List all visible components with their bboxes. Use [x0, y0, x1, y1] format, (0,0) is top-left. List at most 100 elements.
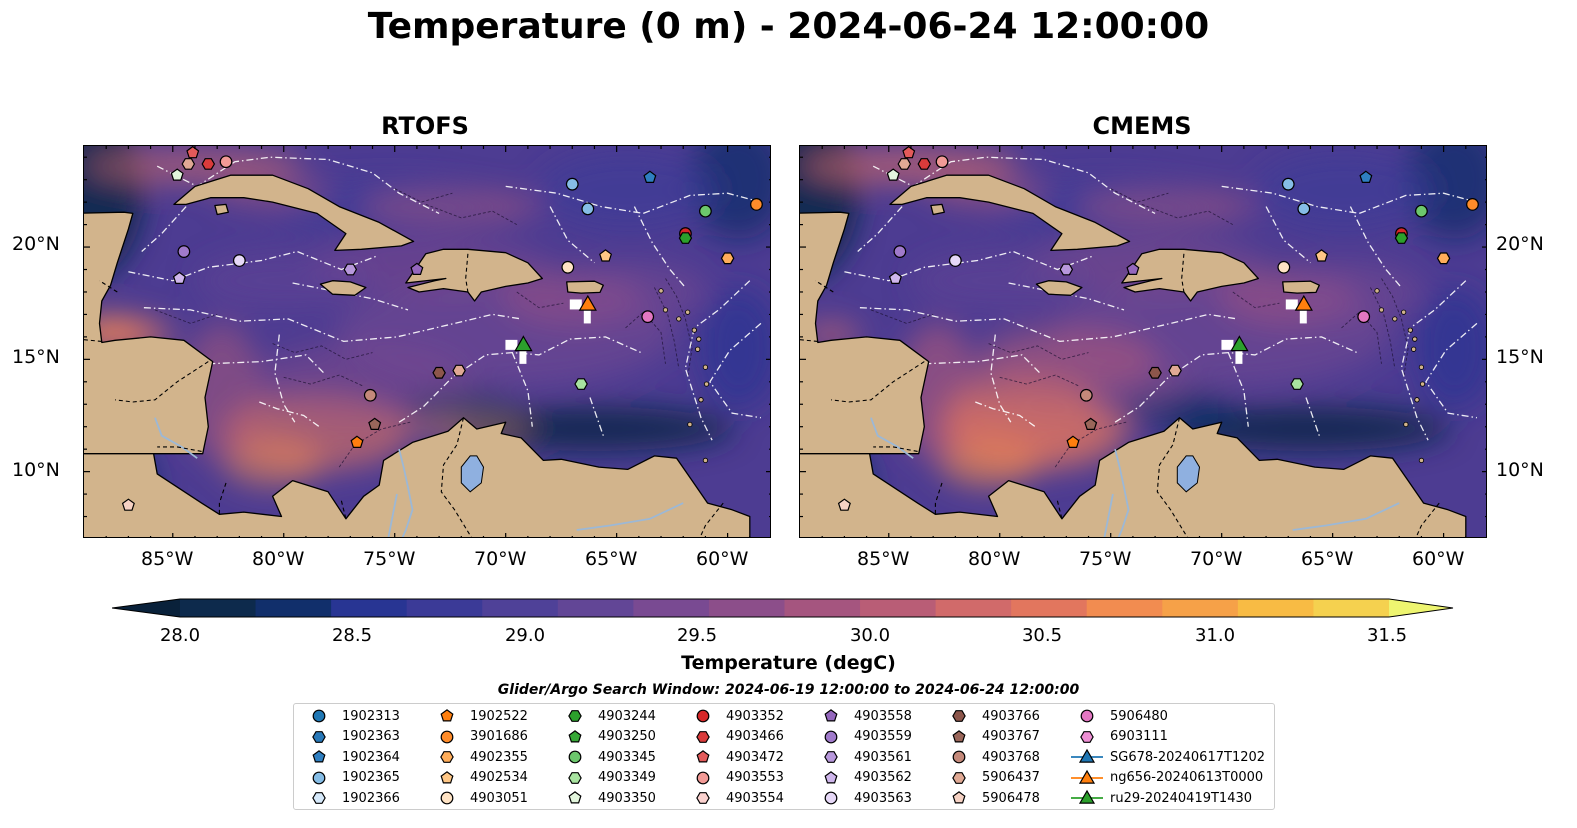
- colorbar-segment: [1086, 599, 1163, 617]
- argo-float-4903466: [917, 158, 932, 170]
- legend-marker-icon: [568, 710, 582, 722]
- lon-tick-label: 85°W: [141, 548, 194, 570]
- argo-float-1902365: [1297, 202, 1311, 216]
- argo-float-4903244: [1394, 232, 1409, 244]
- argo-floats: [121, 146, 763, 511]
- lon-tick-label: 75°W: [1079, 548, 1132, 570]
- argo-float-4903562: [172, 271, 186, 284]
- legend-label: 5906437: [982, 770, 1040, 786]
- panel-title-cmems: CMEMS: [1092, 112, 1192, 140]
- legend-item: 4903767: [942, 727, 1040, 747]
- legend-float-marker: [824, 751, 838, 764]
- lake-maracaibo: [1176, 455, 1201, 493]
- legend-item: 5906437: [942, 768, 1040, 788]
- legend-marker-icon: [440, 770, 454, 784]
- legend-label: 4902534: [470, 770, 528, 786]
- glider-track: [1221, 339, 1234, 350]
- glider-track: [519, 349, 527, 364]
- legend-float-marker: [568, 710, 582, 722]
- legend-marker-icon: [952, 750, 966, 764]
- colorbar-tick-label: 30.5: [1021, 625, 1063, 646]
- legend-marker-icon: [1071, 769, 1103, 784]
- colorbar-tick-label: 30.0: [849, 625, 891, 646]
- legend: 1902313 1902363 1902364 1902365 1902366 19025…: [293, 703, 1275, 810]
- land-central-america: [84, 211, 214, 455]
- lon-tick-label: 85°W: [857, 548, 910, 570]
- legend-float-marker: [696, 771, 710, 785]
- lon-tick-label: 70°W: [1190, 548, 1243, 570]
- lon-tick-label: 65°W: [1301, 548, 1354, 570]
- colorbar-segment: [633, 599, 710, 617]
- legend-float-marker: [1080, 730, 1094, 743]
- legend-marker-icon: [1071, 790, 1103, 805]
- legend-float-marker: [440, 751, 454, 764]
- legend-marker-icon: [568, 791, 582, 804]
- legend-float-marker: [568, 791, 582, 804]
- legend-label: 1902522: [470, 708, 528, 724]
- figure-title: Temperature (0 m) - 2024-06-24 12:00:00: [367, 6, 1210, 47]
- argo-float-4903768: [1079, 388, 1093, 402]
- legend-float-marker: [440, 791, 454, 805]
- land-central-america: [800, 211, 930, 455]
- legend-marker-icon: [824, 791, 838, 805]
- legend-marker-icon: [696, 730, 710, 743]
- argo-float-4903766: [1148, 366, 1162, 379]
- legend-float-marker: [696, 730, 710, 743]
- legend-marker-icon: [312, 730, 326, 743]
- argo-float-4902534: [599, 249, 613, 262]
- argo-float-5906437: [452, 364, 466, 377]
- legend-marker-icon: [1080, 730, 1094, 743]
- legend-item: 4903558: [814, 706, 912, 726]
- argo-float-4903558: [1126, 262, 1140, 275]
- legend-item: ru29-20240419T1430: [1070, 788, 1252, 808]
- argo-float-3901686: [1466, 197, 1479, 211]
- land-jamaica: [1035, 280, 1083, 296]
- argo-float-5906478: [837, 498, 851, 511]
- colorbar-tick-label: 31.0: [1194, 625, 1236, 646]
- colorbar-tick-label: 28.0: [159, 625, 201, 646]
- map-ticks: [84, 146, 770, 537]
- legend-label: 4903244: [598, 708, 656, 724]
- argo-float-4903051: [561, 260, 575, 274]
- legend-label: 4903352: [726, 708, 784, 724]
- legend-item: 4903768: [942, 747, 1040, 767]
- colorbar-tick-label: 29.5: [676, 625, 718, 646]
- legend-item: 4903554: [686, 788, 784, 808]
- legend-marker-icon: [1080, 709, 1094, 723]
- legend-label: 1902366: [342, 790, 400, 806]
- legend-label: 4903559: [854, 729, 912, 745]
- lon-tick-label: 80°W: [968, 548, 1021, 570]
- argo-float-4902355: [1436, 252, 1451, 265]
- legend-item: 1902366: [302, 788, 400, 808]
- legend-label: 5906480: [1110, 708, 1168, 724]
- legend-item: 4903349: [558, 768, 656, 788]
- lon-tick-label: 75°W: [363, 548, 416, 570]
- legend-marker-icon: [824, 751, 838, 764]
- argo-float-4903561: [343, 263, 358, 276]
- legend-label: 4903561: [854, 749, 912, 765]
- legend-label: 4903472: [726, 749, 784, 765]
- legend-float-marker: [952, 710, 966, 722]
- colorbar-segment: [1237, 599, 1315, 617]
- legend-item: 4903051: [430, 788, 528, 808]
- argo-float-4903553: [219, 155, 233, 169]
- legend-label: 1902364: [342, 749, 400, 765]
- legend-item: 4902355: [430, 747, 528, 767]
- legend-label: 4903553: [726, 770, 784, 786]
- legend-label: 5906478: [982, 790, 1040, 806]
- legend-glider-marker: [1078, 769, 1096, 784]
- legend-marker-icon: [440, 751, 454, 764]
- legend-marker-icon: [312, 709, 326, 723]
- lat-tick-label: 10°N: [12, 459, 60, 481]
- argo-float-4903472: [902, 146, 916, 159]
- rivers: [154, 417, 684, 537]
- legend-float-marker: [824, 770, 838, 784]
- legend-marker-icon: [824, 730, 838, 743]
- legend-label: 1902365: [342, 770, 400, 786]
- legend-marker-icon: [696, 792, 710, 805]
- legend-float-marker: [952, 729, 966, 743]
- argo-float-4903345: [1415, 204, 1428, 218]
- legend-float-marker: [824, 709, 838, 722]
- lon-tick-label: 60°W: [1412, 548, 1465, 570]
- colorbar-tick-label: 28.5: [331, 625, 373, 646]
